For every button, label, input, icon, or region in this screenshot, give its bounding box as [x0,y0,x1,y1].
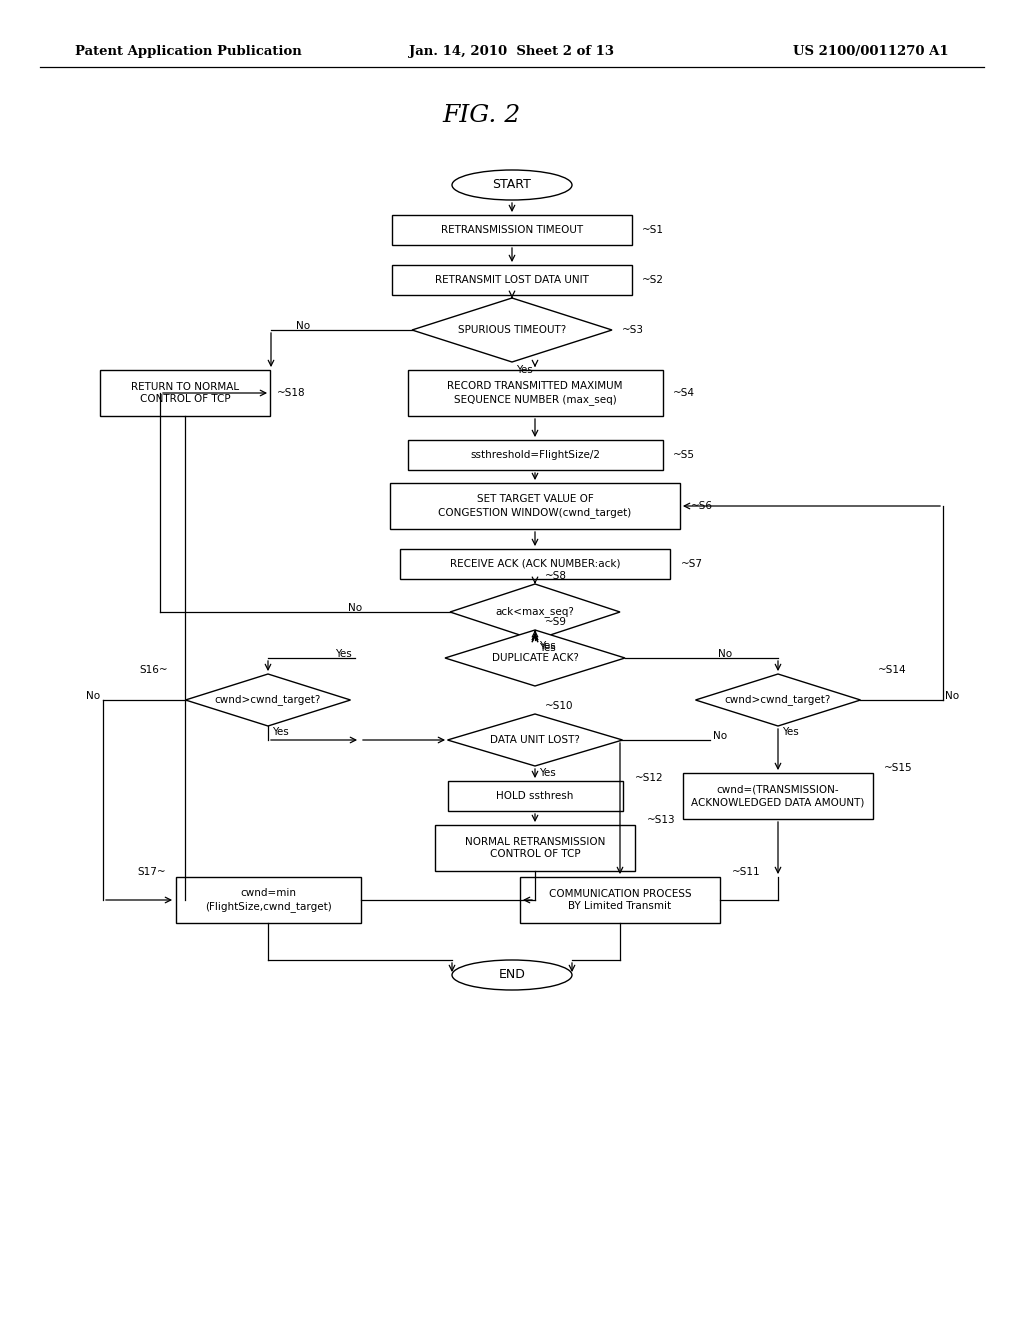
Text: ~S18: ~S18 [278,388,305,399]
Text: ~S1: ~S1 [642,224,664,235]
Text: cwnd=min
(FlightSize,cwnd_target): cwnd=min (FlightSize,cwnd_target) [205,888,332,912]
Bar [175,876,360,923]
Text: COMMUNICATION PROCESS
BY Limited Transmit: COMMUNICATION PROCESS BY Limited Transmi… [549,888,691,911]
Bar [400,549,670,579]
Bar [390,483,680,529]
Bar [520,876,720,923]
Text: ~S4: ~S4 [673,388,695,399]
Text: ~S5: ~S5 [673,450,695,459]
Text: ~S9: ~S9 [545,616,567,627]
Text: START: START [493,178,531,191]
Polygon shape [450,583,620,640]
Text: FIG. 2: FIG. 2 [442,103,521,127]
Text: ~S6: ~S6 [691,502,713,511]
Text: RETRANSMIT LOST DATA UNIT: RETRANSMIT LOST DATA UNIT [435,275,589,285]
Text: HOLD ssthresh: HOLD ssthresh [497,791,573,801]
Text: ~S13: ~S13 [647,814,676,825]
Polygon shape [695,675,860,726]
Text: END: END [499,969,525,982]
Text: ~S10: ~S10 [545,701,573,711]
Text: RECORD TRANSMITTED MAXIMUM
SEQUENCE NUMBER (max_seq): RECORD TRANSMITTED MAXIMUM SEQUENCE NUMB… [447,381,623,405]
Text: ack<max_seq?: ack<max_seq? [496,607,574,618]
Text: ~S11: ~S11 [732,867,761,876]
Text: cwnd>cwnd_target?: cwnd>cwnd_target? [725,694,831,705]
Text: Yes: Yes [335,649,352,659]
Polygon shape [447,714,623,766]
Text: ~S12: ~S12 [635,774,664,783]
Polygon shape [445,630,625,686]
Text: cwnd=(TRANSMISSION-
ACKNOWLEDGED DATA AMOUNT): cwnd=(TRANSMISSION- ACKNOWLEDGED DATA AM… [691,785,864,808]
Ellipse shape [452,170,572,201]
Text: SPURIOUS TIMEOUT?: SPURIOUS TIMEOUT? [458,325,566,335]
Bar [408,370,663,416]
Polygon shape [412,298,612,362]
Text: No: No [86,690,100,701]
Text: Yes: Yes [539,643,556,653]
Text: ~S14: ~S14 [878,665,906,675]
Text: ~S8: ~S8 [545,572,567,581]
Bar [447,781,623,810]
Text: ~S7: ~S7 [681,558,703,569]
Text: DATA UNIT LOST?: DATA UNIT LOST? [490,735,580,744]
Text: SET TARGET VALUE OF
CONGESTION WINDOW(cwnd_target): SET TARGET VALUE OF CONGESTION WINDOW(cw… [438,495,632,517]
Text: Yes: Yes [539,642,556,651]
Text: RETURN TO NORMAL
CONTROL OF TCP: RETURN TO NORMAL CONTROL OF TCP [131,381,239,404]
Text: RETRANSMISSION TIMEOUT: RETRANSMISSION TIMEOUT [441,224,583,235]
Text: Yes: Yes [782,727,799,737]
Ellipse shape [452,960,572,990]
Text: Yes: Yes [272,727,289,737]
Text: No: No [348,603,362,612]
Text: ~S15: ~S15 [884,763,912,774]
Text: US 2100/0011270 A1: US 2100/0011270 A1 [794,45,949,58]
Text: DUPLICATE ACK?: DUPLICATE ACK? [492,653,579,663]
Text: Patent Application Publication: Patent Application Publication [75,45,302,58]
Text: ~S3: ~S3 [622,325,644,335]
Text: ssthreshold=FlightSize/2: ssthreshold=FlightSize/2 [470,450,600,459]
Text: ~S2: ~S2 [642,275,664,285]
Bar [100,370,270,416]
Bar [392,215,632,246]
Text: Yes: Yes [516,366,532,375]
Text: Yes: Yes [539,768,556,777]
Text: cwnd>cwnd_target?: cwnd>cwnd_target? [215,694,322,705]
Text: No: No [296,321,310,331]
Bar [392,265,632,294]
Text: RECEIVE ACK (ACK NUMBER:ack): RECEIVE ACK (ACK NUMBER:ack) [450,558,621,569]
Polygon shape [185,675,350,726]
Bar [683,774,873,818]
Bar [408,440,663,470]
Text: Jan. 14, 2010  Sheet 2 of 13: Jan. 14, 2010 Sheet 2 of 13 [410,45,614,58]
Text: No: No [945,690,959,701]
Text: S16~: S16~ [139,665,168,675]
Text: S17~: S17~ [137,867,166,876]
Text: No: No [713,731,727,741]
Text: No: No [718,649,732,659]
Bar [435,825,635,871]
Text: NORMAL RETRANSMISSION
CONTROL OF TCP: NORMAL RETRANSMISSION CONTROL OF TCP [465,837,605,859]
